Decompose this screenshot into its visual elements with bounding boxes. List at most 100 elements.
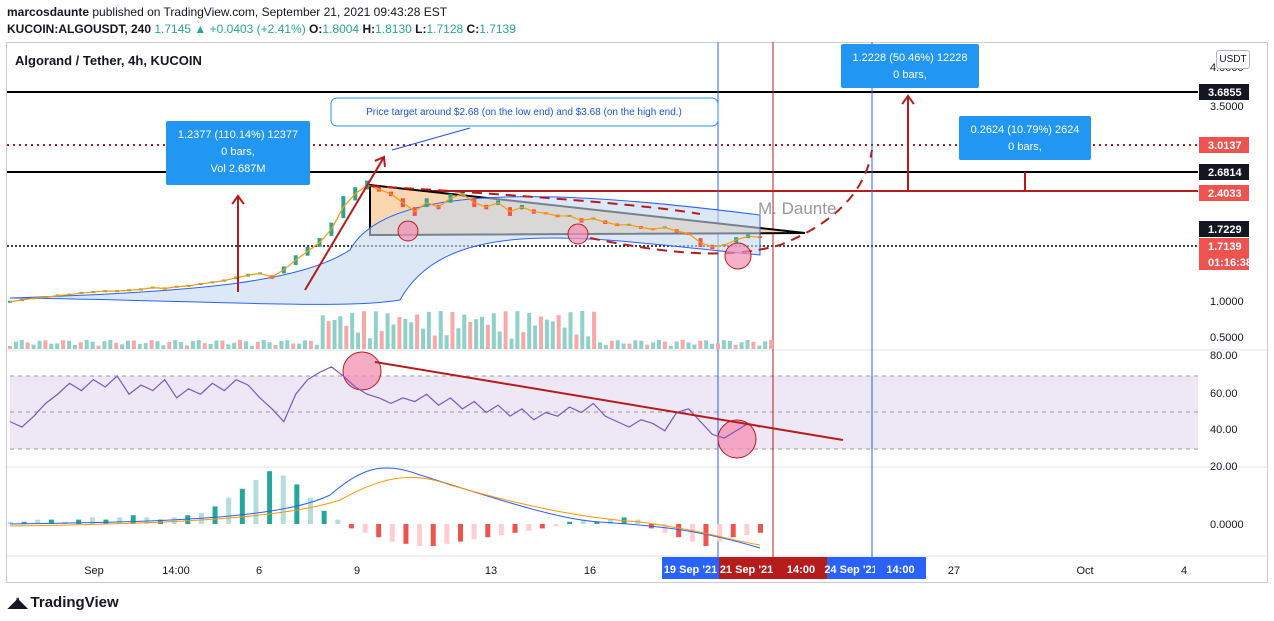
volume-bar (426, 311, 431, 349)
highlight-circle (397, 220, 419, 242)
macd-histogram-bar (280, 475, 286, 524)
time-label-bg (827, 557, 875, 579)
volume-bar (521, 332, 526, 349)
callout-left-line2: 0 bars, (221, 146, 255, 158)
macd-histogram-bar (758, 524, 763, 533)
price-label-bg (1199, 238, 1249, 254)
macd-histogram-bar (212, 506, 218, 524)
volume-bar (155, 341, 160, 349)
volume-bar (491, 313, 496, 349)
dashed-parabola (369, 149, 873, 255)
volume-bar (710, 343, 715, 349)
x-tick-label: Sep (84, 565, 104, 577)
volume-bar (716, 343, 720, 349)
volume-bar (379, 331, 384, 349)
macd-histogram-bar (76, 519, 82, 524)
volume-bar (397, 317, 402, 349)
volume-bar (745, 340, 750, 349)
macd-histogram-bar (512, 524, 518, 533)
volume-bar (615, 340, 620, 349)
macd-histogram-bar (430, 524, 436, 546)
volume-bar (102, 341, 107, 349)
volume-bar (72, 345, 77, 349)
price-label-bg (1199, 221, 1249, 237)
price-label-bg (1199, 185, 1249, 201)
volume-bar (503, 311, 508, 349)
tradingview-brand: ◢◣ TradingView (8, 594, 119, 611)
volume-bar (450, 311, 455, 349)
price-label: 1.7229 (1208, 224, 1242, 236)
volume-bar (8, 346, 12, 349)
volume-bar (409, 322, 414, 349)
tradingview-logo-icon: ◢◣ (8, 594, 27, 610)
volume-bar (609, 340, 614, 349)
x-tick-label: 4 (1181, 565, 1187, 577)
volume-bar (13, 341, 18, 349)
macd-histogram-bar (471, 524, 477, 540)
macd-histogram-bar (730, 524, 736, 538)
volume-bar (763, 341, 768, 349)
volume-bar (485, 324, 490, 349)
volume-bar (727, 340, 732, 349)
volume-bar (680, 340, 685, 349)
volume-bar (214, 340, 219, 349)
volume-bar (362, 311, 366, 349)
x-tick-label: 6 (256, 565, 262, 577)
callout-right-line1: 0.2624 (10.79%) 2624 (971, 124, 1080, 136)
chart-frame (6, 42, 1268, 583)
callout-top-line1: 1.2228 (50.46%) 12228 (853, 52, 968, 64)
x-tick-label: 27 (948, 565, 960, 577)
volume-bar (261, 340, 266, 349)
macd-histogram-bar (362, 524, 368, 533)
volume-bar (550, 321, 555, 349)
volume-bar (621, 343, 626, 349)
volume-bar (244, 341, 248, 349)
arrow-diagonal (304, 156, 385, 291)
ohlc-info: KUCOIN:ALGOUSDT, 240 1.7145 ▲ +0.0403 (+… (7, 22, 516, 36)
volume-bar (645, 344, 650, 349)
currency-button[interactable]: USDT (1216, 50, 1250, 69)
volume-bar (114, 342, 119, 349)
macd-histogram-bar (594, 521, 600, 524)
macd-histogram-bar (35, 519, 41, 524)
macd-histogram-bar (376, 524, 382, 538)
volume-bar (627, 343, 632, 349)
volume-bar (267, 342, 272, 349)
x-tick-label: Oct (1076, 565, 1093, 577)
volume-bar (303, 340, 307, 349)
macd-histogram-bar (21, 521, 27, 524)
volume-bar (220, 340, 225, 349)
macd-histogram-bar (403, 524, 409, 544)
time-label: 21 Sep '21 (720, 564, 773, 576)
macd-histogram-bar (444, 524, 450, 544)
volume-bar (668, 345, 673, 349)
price-label-bg (1199, 164, 1249, 180)
macd-histogram-bar (117, 517, 123, 524)
macd-histogram-bar (130, 515, 136, 524)
time-label-bg (774, 557, 828, 579)
macd-signal-line (9, 476, 761, 546)
x-tick-label: 16 (584, 565, 596, 577)
rsi-trendline (374, 361, 844, 441)
volume-bar (474, 319, 479, 349)
volume-bar (373, 311, 378, 349)
callout-right (959, 116, 1091, 160)
volume-bar (19, 340, 24, 349)
macd-histogram-bar (539, 524, 545, 529)
pane-title: Algorand / Tether, 4h, KUCOIN (15, 53, 202, 68)
price-target-note-box (330, 97, 719, 127)
arrow-up-left-head (231, 194, 245, 205)
x-tick-label: 13 (485, 565, 497, 577)
time-label-bg (662, 557, 719, 579)
volume-bar (385, 313, 390, 349)
volume-bar (686, 342, 691, 349)
volume-bar (61, 340, 66, 349)
macd-histogram-bar (689, 524, 695, 542)
volume-bar (190, 341, 195, 349)
rsi-tick-label: 40.00 (1210, 424, 1238, 436)
price-label: 1.7139 (1208, 241, 1242, 253)
volume-bar (202, 343, 207, 349)
macd-histogram-bar (744, 524, 750, 535)
macd-tick-label: 0.0000 (1210, 519, 1244, 531)
volume-bar (161, 345, 166, 349)
